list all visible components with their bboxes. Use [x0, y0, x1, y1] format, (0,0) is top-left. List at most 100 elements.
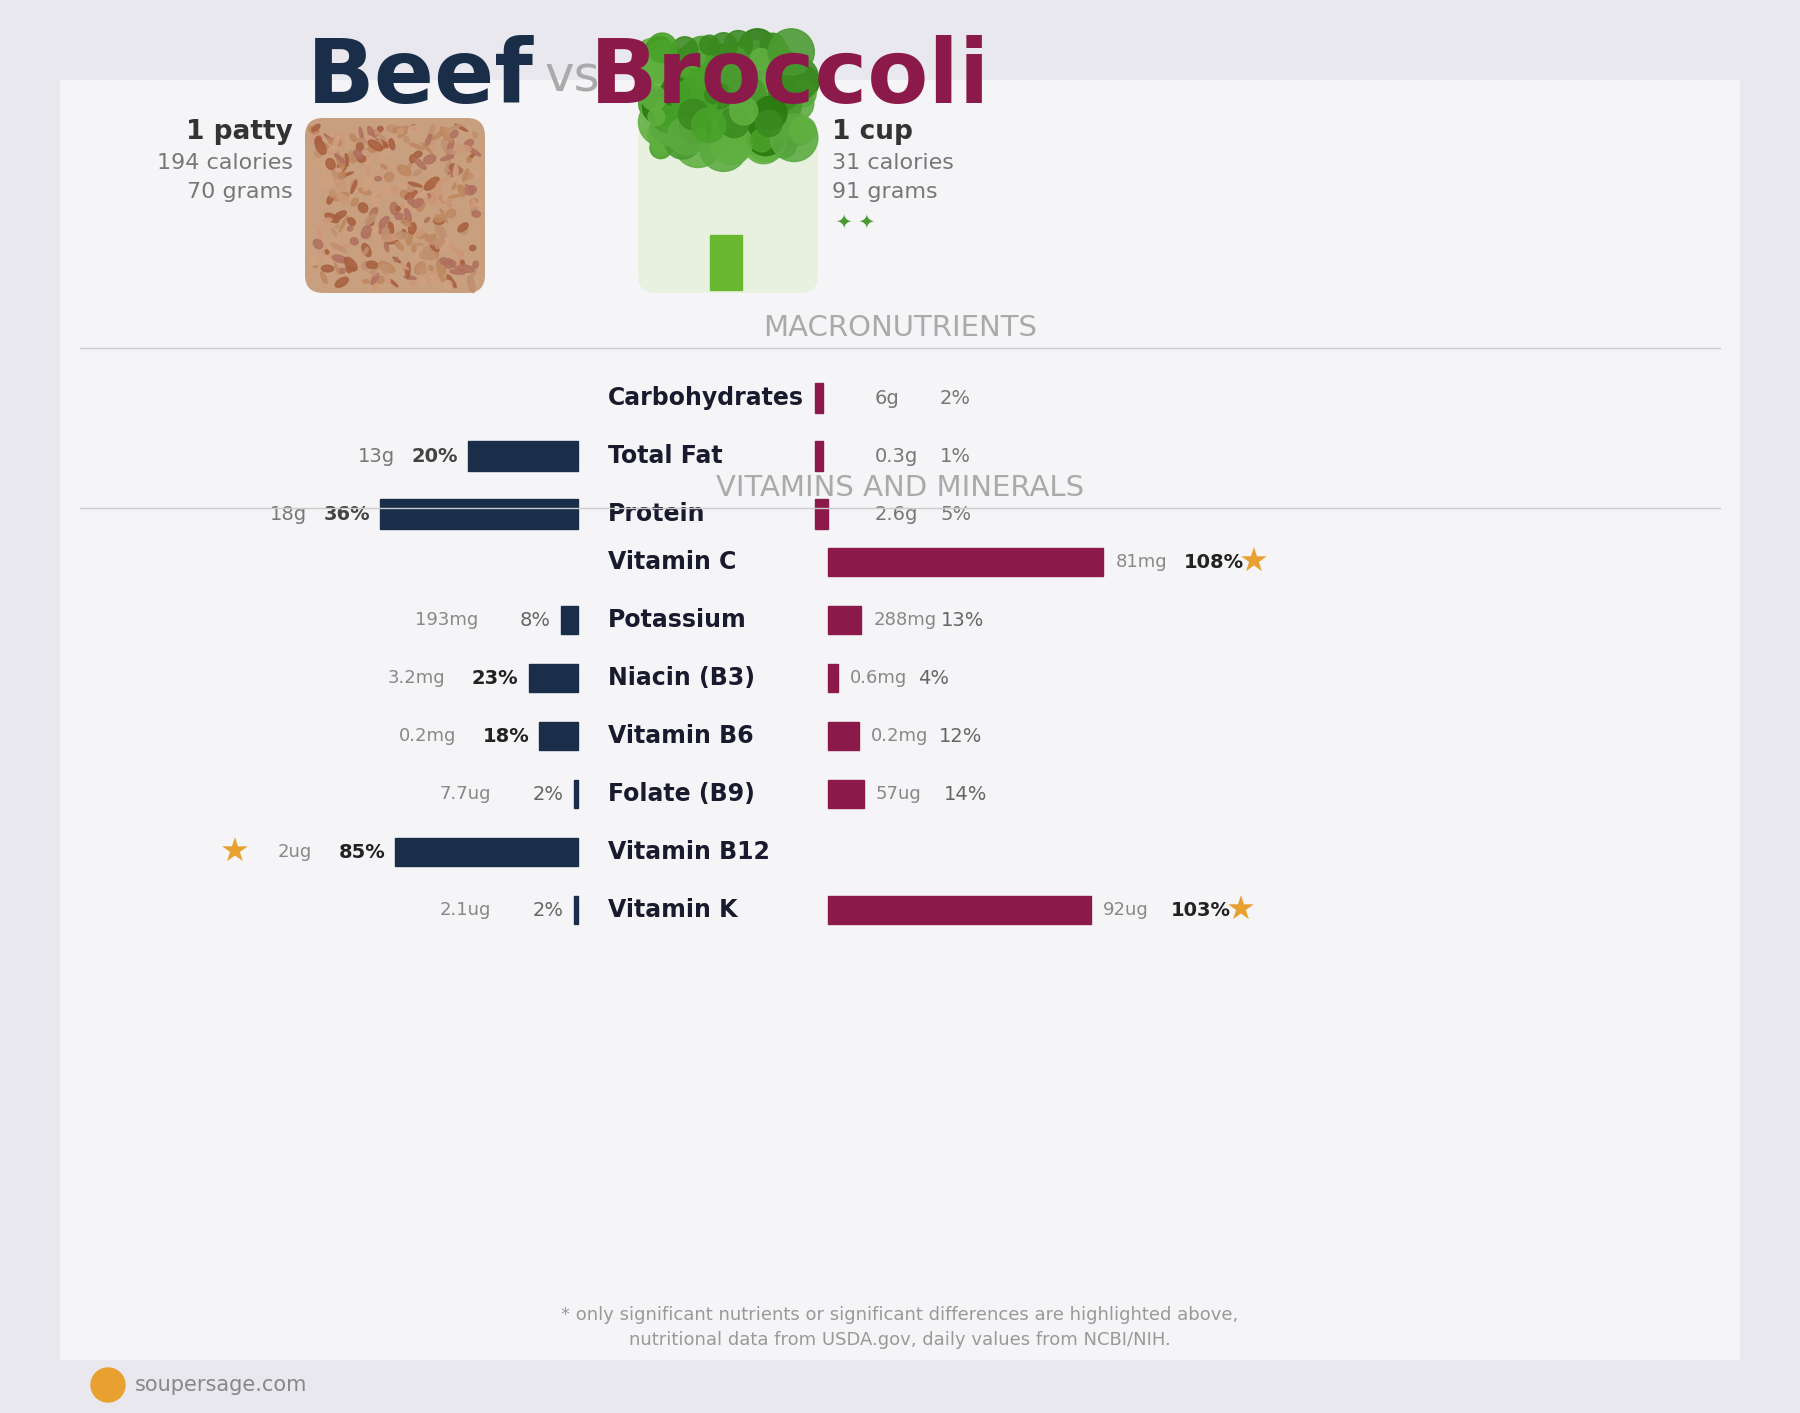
Circle shape: [772, 133, 796, 158]
Text: vs.: vs.: [544, 54, 616, 102]
Ellipse shape: [461, 185, 473, 195]
Ellipse shape: [434, 218, 445, 225]
Ellipse shape: [443, 280, 452, 290]
Ellipse shape: [371, 274, 376, 291]
Ellipse shape: [322, 170, 329, 181]
Ellipse shape: [428, 133, 436, 138]
Ellipse shape: [347, 226, 356, 240]
Ellipse shape: [322, 249, 335, 263]
Text: 20%: 20%: [412, 447, 457, 465]
Bar: [815, 383, 823, 413]
Text: 108%: 108%: [1183, 552, 1244, 571]
Circle shape: [729, 97, 758, 124]
Ellipse shape: [409, 223, 416, 235]
Text: ★: ★: [1226, 893, 1256, 927]
Ellipse shape: [428, 187, 441, 201]
Ellipse shape: [391, 202, 398, 215]
Ellipse shape: [362, 243, 371, 257]
Circle shape: [677, 96, 722, 141]
Circle shape: [679, 99, 709, 130]
Ellipse shape: [326, 167, 342, 171]
Ellipse shape: [376, 194, 382, 198]
Ellipse shape: [425, 181, 441, 187]
Ellipse shape: [369, 143, 378, 153]
Ellipse shape: [362, 151, 369, 155]
Circle shape: [695, 97, 718, 120]
Circle shape: [653, 48, 686, 81]
Ellipse shape: [351, 179, 358, 189]
Circle shape: [697, 71, 734, 107]
Ellipse shape: [347, 218, 355, 225]
Ellipse shape: [396, 232, 407, 239]
Text: 1 patty: 1 patty: [185, 119, 293, 146]
Circle shape: [648, 116, 686, 153]
Ellipse shape: [446, 150, 457, 154]
Circle shape: [641, 51, 679, 89]
Ellipse shape: [407, 162, 412, 171]
Ellipse shape: [423, 155, 436, 164]
Text: ★: ★: [220, 835, 250, 869]
Ellipse shape: [369, 127, 383, 137]
Ellipse shape: [374, 201, 378, 205]
Ellipse shape: [414, 252, 423, 260]
Ellipse shape: [412, 244, 416, 252]
Text: Folate (B9): Folate (B9): [608, 781, 754, 805]
Circle shape: [711, 123, 752, 164]
Ellipse shape: [365, 213, 376, 225]
Ellipse shape: [470, 198, 479, 208]
Circle shape: [639, 99, 686, 146]
Text: 81mg: 81mg: [1116, 552, 1166, 571]
Text: 13%: 13%: [941, 610, 985, 630]
Text: 36%: 36%: [324, 504, 371, 523]
Ellipse shape: [425, 140, 436, 146]
Ellipse shape: [470, 246, 475, 250]
Ellipse shape: [382, 278, 385, 284]
Ellipse shape: [445, 127, 450, 134]
Circle shape: [711, 83, 743, 114]
Text: 0.2mg: 0.2mg: [400, 728, 455, 745]
FancyBboxPatch shape: [304, 119, 484, 292]
Text: 2%: 2%: [940, 389, 970, 407]
Ellipse shape: [331, 229, 337, 236]
Ellipse shape: [319, 229, 322, 237]
Ellipse shape: [364, 232, 371, 239]
Circle shape: [688, 73, 711, 97]
Bar: [380, 499, 578, 528]
Ellipse shape: [373, 191, 380, 206]
Ellipse shape: [403, 136, 409, 143]
Ellipse shape: [400, 191, 409, 198]
Ellipse shape: [324, 134, 335, 144]
Ellipse shape: [311, 161, 324, 168]
Bar: [828, 606, 860, 634]
Ellipse shape: [333, 211, 346, 219]
Circle shape: [644, 100, 662, 119]
Ellipse shape: [310, 254, 317, 266]
Text: 8%: 8%: [520, 610, 551, 630]
Ellipse shape: [400, 181, 403, 188]
Circle shape: [670, 82, 698, 110]
Circle shape: [738, 28, 776, 66]
Bar: [828, 896, 1091, 924]
Ellipse shape: [349, 271, 355, 274]
Ellipse shape: [441, 140, 450, 155]
Ellipse shape: [324, 150, 331, 154]
Circle shape: [711, 49, 745, 83]
Ellipse shape: [432, 130, 446, 140]
Ellipse shape: [425, 218, 430, 222]
Circle shape: [720, 107, 749, 137]
Text: 0.2mg: 0.2mg: [871, 728, 929, 745]
Circle shape: [743, 123, 783, 164]
Text: Total Fat: Total Fat: [608, 444, 722, 468]
Circle shape: [693, 58, 731, 96]
Circle shape: [711, 45, 749, 85]
Bar: [828, 548, 1103, 577]
Ellipse shape: [346, 154, 347, 165]
Circle shape: [679, 112, 711, 144]
Ellipse shape: [380, 216, 389, 226]
Ellipse shape: [333, 254, 347, 263]
Ellipse shape: [324, 160, 331, 165]
Circle shape: [725, 42, 745, 62]
Ellipse shape: [333, 167, 344, 175]
Ellipse shape: [466, 157, 472, 162]
Ellipse shape: [322, 179, 328, 187]
